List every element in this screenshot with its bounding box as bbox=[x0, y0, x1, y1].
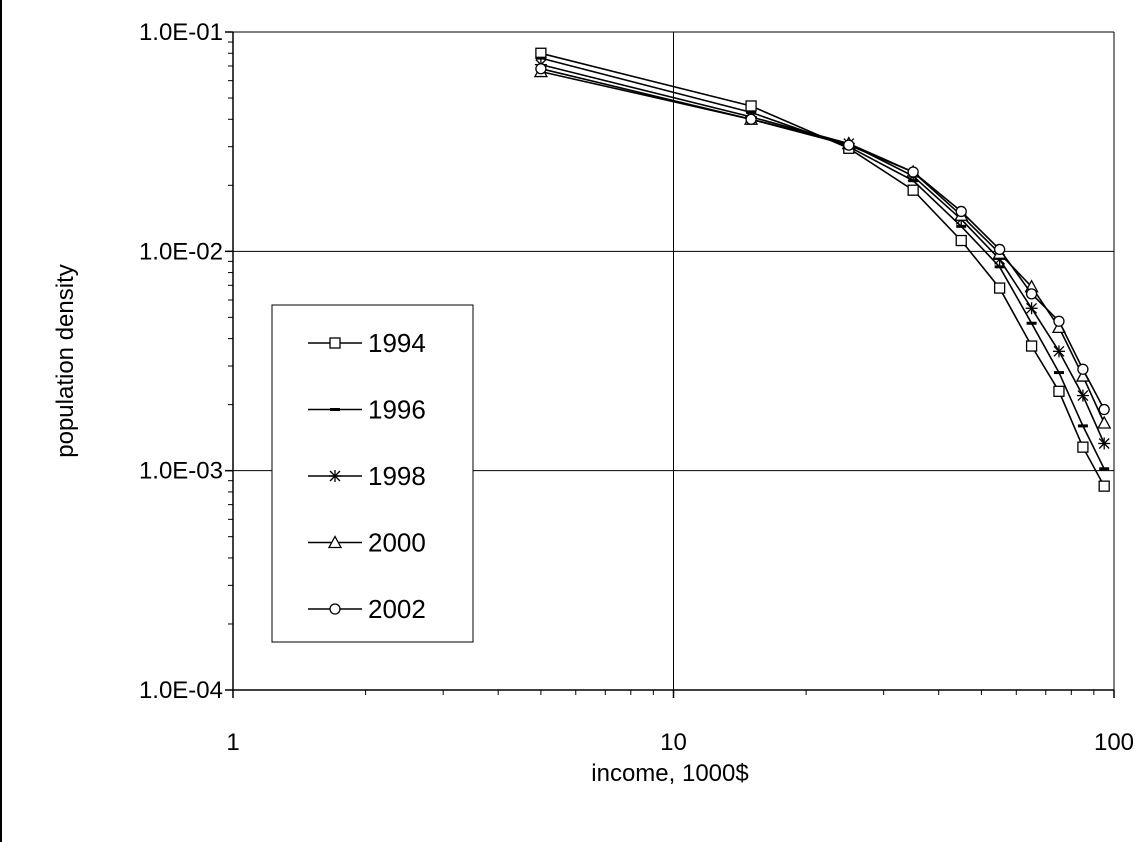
data-point-2002 bbox=[993, 243, 1006, 256]
data-point-1998 bbox=[1052, 345, 1065, 358]
legend-entry-1996: 1996 bbox=[308, 395, 426, 425]
legend-label: 2000 bbox=[368, 528, 426, 558]
legend-marker bbox=[329, 603, 341, 615]
series-1998 bbox=[534, 58, 1111, 450]
legend-marker bbox=[329, 470, 341, 482]
series-1996 bbox=[535, 56, 1110, 471]
data-point-1994 bbox=[955, 234, 967, 247]
y-tick-label: 1.0E-04 bbox=[139, 677, 223, 704]
data-point-2002 bbox=[907, 166, 919, 178]
legend-entry-2000: 2000 bbox=[308, 528, 426, 558]
data-point-2002 bbox=[843, 139, 855, 151]
legend-box bbox=[271, 304, 474, 643]
y-tick-label: 1.0E-01 bbox=[139, 19, 223, 46]
legend-marker bbox=[327, 535, 343, 549]
legend-entry-1994: 1994 bbox=[308, 328, 426, 358]
series-line-2002 bbox=[540, 67, 1105, 410]
legend-entry-1998: 1998 bbox=[308, 461, 426, 491]
data-point-1998 bbox=[1025, 302, 1038, 315]
y-axis-title: population density bbox=[52, 264, 79, 457]
series-line-2000 bbox=[540, 70, 1105, 424]
legend-label: 1998 bbox=[368, 461, 426, 491]
axes bbox=[225, 31, 1115, 698]
series-layer bbox=[533, 47, 1112, 492]
data-point-1994 bbox=[1025, 340, 1038, 352]
tick-labels: 1.0E-04 1.0E-03 1.0E-02 1.0E-01 1 10 100 bbox=[139, 19, 1134, 756]
series-line-1996 bbox=[540, 57, 1105, 470]
data-point-1998 bbox=[1076, 389, 1089, 402]
legend-label: 1996 bbox=[368, 395, 426, 425]
data-point-1994 bbox=[1077, 441, 1089, 453]
legend-label: 1994 bbox=[368, 328, 426, 358]
data-point-1994 bbox=[993, 282, 1006, 294]
data-point-1994 bbox=[745, 100, 757, 112]
data-point-2002 bbox=[1077, 363, 1089, 375]
data-point-2002 bbox=[1025, 288, 1038, 300]
data-point-2002 bbox=[1098, 403, 1110, 416]
series-2002 bbox=[535, 63, 1110, 416]
legend: 1994 1996 1998 2000 2002 bbox=[271, 304, 474, 643]
legend-entry-2002: 2002 bbox=[308, 594, 426, 624]
data-point-2000 bbox=[1097, 415, 1112, 429]
data-point-1994 bbox=[1098, 480, 1110, 492]
x-tick-label: 10 bbox=[660, 729, 687, 756]
data-point-2002 bbox=[745, 113, 757, 125]
y-tick-label: 1.0E-03 bbox=[139, 458, 223, 485]
data-point-1998 bbox=[1098, 437, 1111, 450]
x-tick-label: 100 bbox=[1094, 729, 1134, 756]
series-1994 bbox=[535, 47, 1110, 492]
data-point-2002 bbox=[535, 63, 547, 75]
data-point-2002 bbox=[1053, 315, 1065, 327]
data-point-1994 bbox=[907, 184, 919, 196]
legend-label: 2002 bbox=[368, 594, 426, 624]
series-line-1994 bbox=[540, 52, 1105, 487]
legend-marker bbox=[329, 337, 341, 349]
x-axis-title: income, 1000$ bbox=[591, 760, 748, 787]
data-point-2002 bbox=[955, 205, 967, 218]
y-tick-label: 1.0E-02 bbox=[139, 238, 223, 265]
x-tick-label: 1 bbox=[226, 729, 239, 756]
series-line-1998 bbox=[540, 63, 1105, 444]
data-point-1994 bbox=[1053, 385, 1065, 397]
series-2000 bbox=[533, 64, 1112, 429]
